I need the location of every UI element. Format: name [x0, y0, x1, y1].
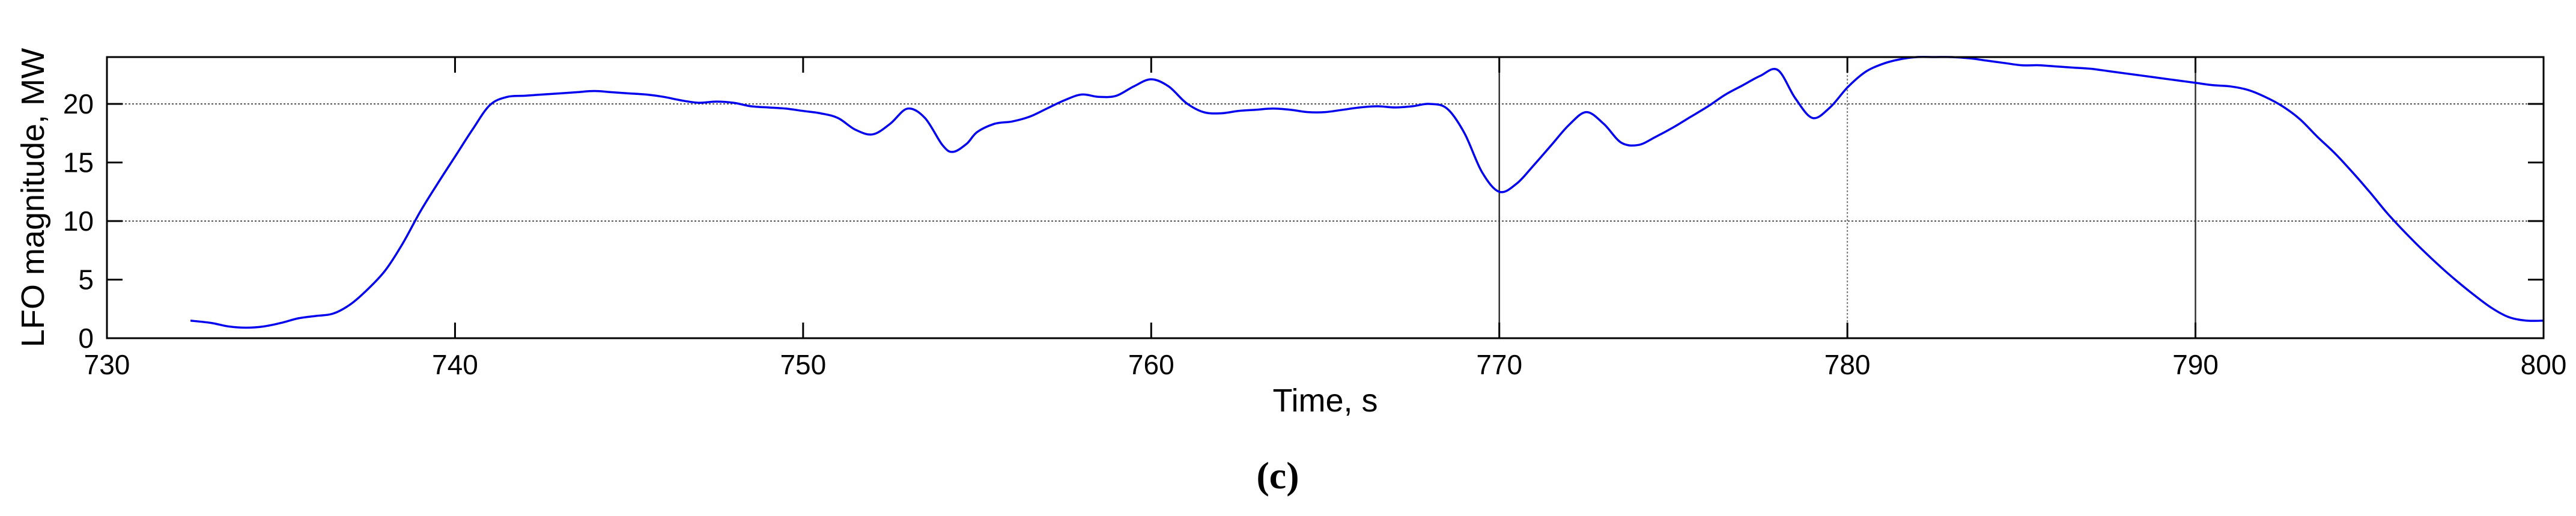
panel-label: (c) [1256, 454, 1299, 497]
x-tick-label: 740 [432, 349, 478, 380]
x-axis-title: Time, s [1273, 383, 1378, 419]
x-tick-label: 760 [1128, 349, 1174, 380]
x-tick-label: 770 [1476, 349, 1522, 380]
y-tick-label: 0 [78, 323, 94, 354]
x-tick-label: 750 [780, 349, 826, 380]
plot-frame [106, 56, 2545, 339]
y-tick-label: 10 [63, 205, 94, 237]
gridlines [107, 57, 2544, 338]
x-tick-label: 790 [2172, 349, 2219, 380]
x-tick-label: 800 [2521, 349, 2567, 380]
tick-labels: 730 740 750 760 770 780 790 800 0 5 10 15 20 [63, 88, 2567, 380]
data-line-group [190, 55, 2544, 329]
y-tick-label: 20 [63, 88, 94, 120]
axes [106, 56, 2545, 339]
x-tick-label: 730 [84, 349, 130, 380]
y-axis-title: LFO magnitude, MW [15, 48, 51, 347]
y-tick-label: 5 [78, 264, 94, 296]
data-line [190, 55, 2544, 329]
y-tick-label: 15 [63, 147, 94, 178]
x-tick-label: 780 [1824, 349, 1871, 380]
